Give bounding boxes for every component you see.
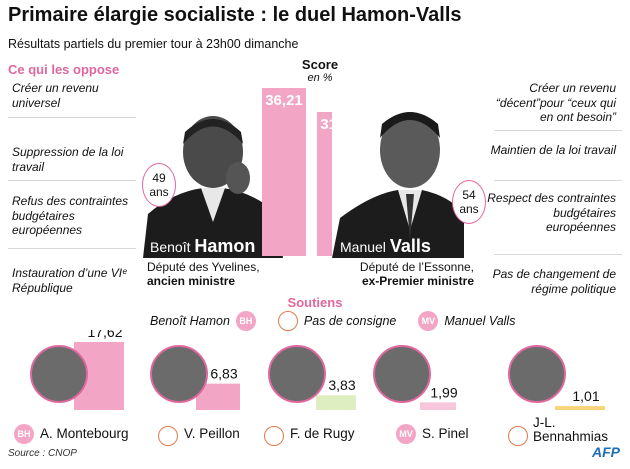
valls-name: Manuel Valls: [340, 236, 431, 257]
candidate-bar-value: 1,99: [430, 384, 457, 400]
hamon-age-badge: 49 ans: [142, 163, 176, 207]
valls-position-4: Pas de changement de régime politique: [492, 267, 616, 296]
oppose-heading: Ce qui les oppose: [8, 62, 120, 77]
valls-photo: [332, 90, 464, 258]
legend-valls-label: Manuel Valls: [444, 314, 516, 328]
candidate-bar-value: 3,83: [328, 377, 355, 393]
hamon-position-3: Refus des contraintes budgétaires europé…: [12, 194, 129, 237]
hamon-age: 49: [152, 171, 166, 185]
page-title: Primaire élargie socialiste : le duel Ha…: [8, 4, 462, 26]
afp-logo: AFP: [592, 444, 620, 460]
score-label: Score: [301, 57, 339, 72]
hamon-score-bar: [262, 88, 306, 256]
valls-position-3: Respect des contraintes budgétaires euro…: [487, 191, 616, 234]
bh-badge-icon: BH: [14, 424, 34, 444]
candidate-bar: [555, 406, 605, 410]
divider: [8, 180, 136, 181]
legend: Benoît Hamon BH Pas de consigne MV Manue…: [150, 311, 515, 331]
bennahmias-photo: [508, 345, 566, 403]
candidate-bar: [420, 402, 456, 410]
divider: [8, 248, 136, 249]
derugy-photo: [268, 345, 326, 403]
candidate-bar-value: 1,01: [572, 388, 599, 404]
candidates-chart: 17,62 6,83 3,83 1,99 1,01: [0, 324, 630, 442]
valls-silhouette-icon: [332, 90, 464, 258]
hamon-position-1: Créer un revenu universel: [12, 81, 99, 110]
candidate-bar-value: 17,62: [87, 330, 122, 340]
valls-age-badge: 54 ans: [452, 180, 486, 224]
no-instruction-ring-icon: [508, 426, 528, 446]
divider: [494, 130, 622, 131]
hamon-last-name: Hamon: [194, 236, 256, 256]
valls-age-unit: ans: [459, 202, 479, 216]
candidate-name: F. de Rugy: [290, 426, 355, 441]
valls-first-name: Manuel: [340, 239, 386, 255]
candidate-name: J-L. Bennahmias: [533, 415, 609, 444]
source-note: Source : CNOP: [8, 448, 77, 459]
pinel-photo: [373, 345, 431, 403]
mv-badge-icon: MV: [418, 311, 439, 331]
candidates-bars: 17,62 6,83 3,83 1,99 1,01: [74, 324, 605, 410]
hamon-score-value: 36,21: [265, 92, 303, 109]
candidate-bar: [316, 395, 356, 410]
score-unit: en %: [307, 72, 333, 84]
candidate-name: S. Pinel: [422, 426, 469, 441]
mv-badge-icon: MV: [396, 424, 416, 444]
legend-none-label: Pas de consigne: [303, 314, 397, 328]
page-subtitle: Résultats partiels du premier tour à 23h…: [8, 37, 299, 51]
valls-position-1: Créer un revenu “décent”pour “ceux qui e…: [495, 81, 616, 124]
score-header: Score en %: [290, 57, 350, 84]
hamon-desc-line-1: Député des Yvelines,: [147, 260, 260, 274]
no-instruction-ring-icon: [264, 426, 284, 446]
hamon-first-name: Benoît: [150, 239, 191, 255]
divider: [494, 254, 622, 255]
hamon-name: Benoît Hamon: [150, 236, 255, 257]
peillon-photo: [150, 345, 208, 403]
valls-desc-line-2: ex-Premier ministre: [361, 274, 474, 288]
valls-position-2: Maintien de la loi travail: [490, 143, 616, 157]
no-instruction-ring-icon: [277, 311, 298, 331]
valls-desc-line-1: Député de l’Essonne,: [359, 260, 474, 274]
valls-last-name: Valls: [389, 236, 431, 256]
hamon-description: Député des Yvelines, ancien ministre: [147, 260, 277, 288]
candidate-bar-value: 6,83: [210, 366, 237, 382]
hamon-age-unit: ans: [149, 185, 169, 199]
legend-hamon-label: Benoît Hamon: [150, 314, 230, 328]
candidate-name: A. Montebourg: [40, 426, 129, 441]
soutiens-heading: Soutiens: [287, 295, 343, 310]
valls-description: Député de l’Essonne, ex-Premier ministre: [340, 260, 474, 288]
divider: [494, 180, 622, 181]
divider: [8, 117, 136, 118]
no-instruction-ring-icon: [158, 426, 178, 446]
candidate-name: V. Peillon: [184, 426, 240, 441]
bh-badge-icon: BH: [235, 311, 256, 331]
hamon-position-2: Suppression de la loi travail: [12, 145, 124, 174]
valls-age: 54: [462, 188, 476, 202]
montebourg-photo: [30, 345, 88, 403]
hamon-desc-line-2: ancien ministre: [147, 274, 236, 288]
hamon-position-4: Instauration d’une VIᵉ République: [12, 266, 127, 295]
hamon-photo: [143, 104, 283, 258]
hamon-silhouette-icon: [143, 104, 283, 258]
